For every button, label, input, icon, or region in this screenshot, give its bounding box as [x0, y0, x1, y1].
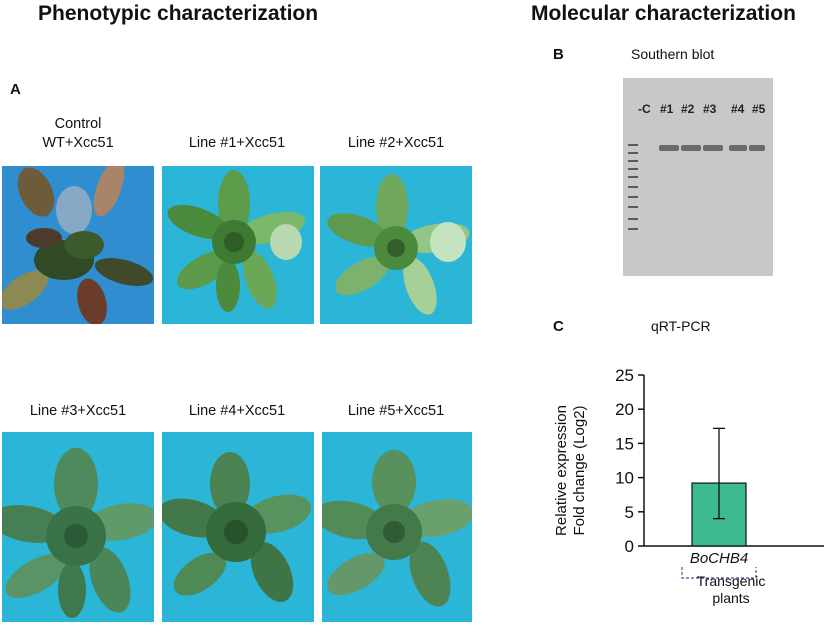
category-bracket: [681, 567, 757, 579]
healthy-plant-image: [162, 166, 314, 324]
healthy-plant-image: [162, 432, 314, 622]
plant-photo-line3: [2, 432, 154, 622]
blot-bands: [623, 78, 773, 276]
photo-caption-line4: Line #4+Xcc51: [188, 403, 286, 419]
lane-label-1: #1: [660, 102, 674, 116]
photo-caption-line2: Line #2+Xcc51: [347, 135, 445, 151]
caption-control-line1: Control: [54, 116, 102, 132]
southern-blot-title: Southern blot: [631, 46, 715, 62]
y-tick-label: 0: [625, 537, 634, 556]
group-label: Transgenic plants: [676, 573, 786, 607]
y-axis-label-line2: Fold change (Log2): [571, 405, 588, 535]
panel-a-letter: A: [10, 81, 21, 98]
panel-b-letter: B: [553, 46, 564, 63]
qrtpcr-title: qRT-PCR: [651, 318, 711, 334]
healthy-plant-image: [2, 432, 154, 622]
lane-label-neg: -C: [638, 102, 651, 116]
photo-caption-control: Control WT+Xcc51: [2, 115, 154, 153]
group-label-line2: plants: [712, 590, 750, 606]
diseased-plant-image: [2, 166, 154, 324]
y-tick-label: 10: [615, 469, 634, 488]
healthy-plant-image: [322, 432, 472, 622]
y-tick-label: 15: [615, 434, 634, 453]
lane-label-3: #3: [703, 102, 717, 116]
plant-photo-line1: [162, 166, 314, 324]
plant-photo-control: [2, 166, 154, 324]
y-tick-label: 20: [615, 400, 634, 419]
lane-label-2: #2: [681, 102, 695, 116]
y-tick-label: 5: [625, 503, 634, 522]
plant-photo-line5: [322, 432, 472, 622]
group-label-line1: Transgenic: [696, 573, 766, 589]
y-axis-label-line1: Relative expression: [553, 405, 570, 536]
phenotypic-heading: Phenotypic characterization: [38, 2, 319, 25]
caption-control-line2: WT+Xcc51: [42, 135, 114, 151]
lane-label-4: #4: [731, 102, 745, 116]
qrtpcr-chart: 0 5 10 15 20 25 Relative expression Fold change…: [553, 366, 824, 579]
photo-caption-line3: Line #3+Xcc51: [29, 403, 127, 419]
y-tick-label: 25: [615, 366, 634, 385]
photo-caption-line1: Line #1+Xcc51: [188, 135, 286, 151]
molecular-heading: Molecular characterization: [531, 2, 796, 25]
chart-layer: 0 5 10 15 20 25 Relative expression Fold change…: [553, 366, 824, 579]
category-label: BoCHB4: [690, 550, 748, 567]
plant-photo-line2: [320, 166, 472, 324]
photo-caption-line5: Line #5+Xcc51: [347, 403, 445, 419]
plant-photo-line4: [162, 432, 314, 622]
panel-c-letter: C: [553, 318, 564, 335]
southern-blot-image: [623, 78, 773, 276]
healthy-plant-image: [320, 166, 472, 324]
lane-label-5: #5: [752, 102, 766, 116]
